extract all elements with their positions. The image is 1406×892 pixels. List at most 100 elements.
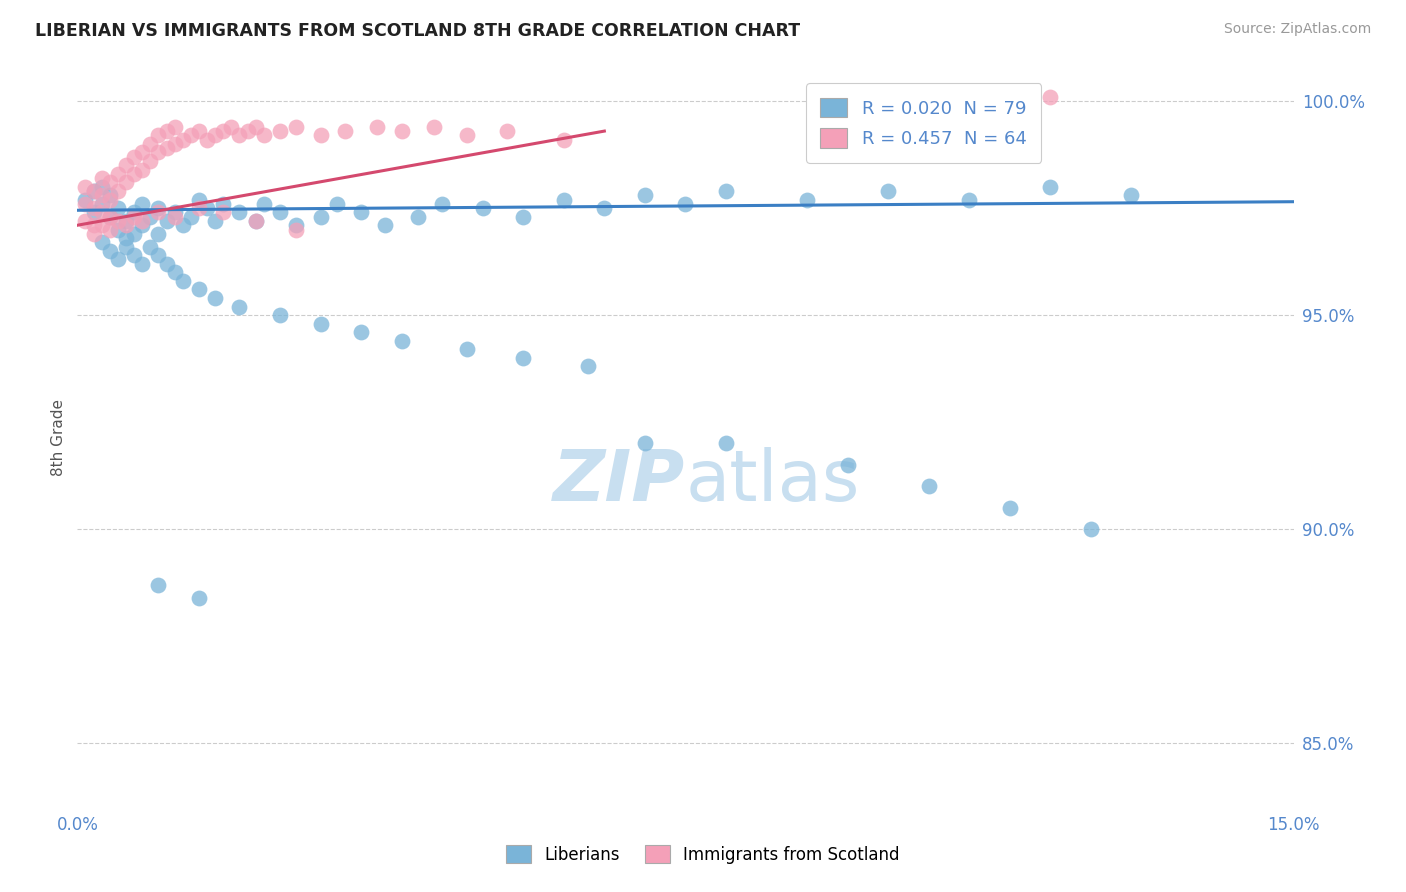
Point	[576, 359, 599, 374]
Point	[471, 201, 494, 215]
Point	[139, 240, 162, 254]
Point	[172, 219, 194, 233]
Point	[90, 171, 112, 186]
Point	[391, 124, 413, 138]
Point	[228, 300, 250, 314]
Point	[228, 205, 250, 219]
Point	[131, 197, 153, 211]
Point	[245, 214, 267, 228]
Point	[204, 214, 226, 228]
Point	[228, 128, 250, 143]
Point	[75, 197, 97, 211]
Point	[115, 231, 138, 245]
Point	[837, 458, 859, 472]
Point	[90, 188, 112, 202]
Point	[512, 351, 534, 365]
Point	[195, 133, 218, 147]
Point	[115, 240, 138, 254]
Point	[172, 133, 194, 147]
Point	[98, 176, 121, 190]
Point	[122, 248, 145, 262]
Point	[98, 210, 121, 224]
Point	[188, 193, 211, 207]
Point	[253, 128, 276, 143]
Point	[107, 222, 129, 236]
Point	[423, 120, 446, 134]
Point	[212, 124, 235, 138]
Point	[309, 210, 332, 224]
Point	[98, 193, 121, 207]
Point	[122, 205, 145, 219]
Point	[75, 214, 97, 228]
Point	[430, 197, 453, 211]
Point	[796, 193, 818, 207]
Point	[269, 205, 291, 219]
Point	[634, 188, 657, 202]
Point	[163, 265, 186, 279]
Point	[188, 201, 211, 215]
Point	[139, 210, 162, 224]
Point	[90, 219, 112, 233]
Text: LIBERIAN VS IMMIGRANTS FROM SCOTLAND 8TH GRADE CORRELATION CHART: LIBERIAN VS IMMIGRANTS FROM SCOTLAND 8TH…	[35, 22, 800, 40]
Legend: R = 0.020  N = 79, R = 0.457  N = 64: R = 0.020 N = 79, R = 0.457 N = 64	[806, 83, 1042, 163]
Point	[122, 210, 145, 224]
Point	[139, 154, 162, 169]
Point	[212, 197, 235, 211]
Point	[714, 436, 737, 450]
Point	[131, 257, 153, 271]
Point	[553, 193, 575, 207]
Point	[98, 188, 121, 202]
Point	[163, 136, 186, 151]
Point	[155, 214, 177, 228]
Point	[195, 201, 218, 215]
Point	[90, 197, 112, 211]
Point	[139, 136, 162, 151]
Point	[98, 244, 121, 258]
Point	[456, 343, 478, 357]
Point	[245, 120, 267, 134]
Point	[188, 591, 211, 605]
Point	[350, 325, 373, 339]
Point	[212, 205, 235, 219]
Point	[188, 282, 211, 296]
Point	[115, 214, 138, 228]
Point	[115, 219, 138, 233]
Point	[131, 214, 153, 228]
Point	[180, 210, 202, 224]
Point	[107, 252, 129, 267]
Point	[553, 133, 575, 147]
Point	[83, 184, 105, 198]
Point	[634, 436, 657, 450]
Point	[83, 201, 105, 215]
Point	[107, 214, 129, 228]
Point	[236, 124, 259, 138]
Point	[115, 158, 138, 172]
Point	[75, 193, 97, 207]
Point	[326, 197, 349, 211]
Point	[1080, 522, 1102, 536]
Point	[374, 219, 396, 233]
Point	[285, 120, 308, 134]
Point	[122, 227, 145, 241]
Point	[1039, 179, 1062, 194]
Point	[107, 167, 129, 181]
Point	[83, 184, 105, 198]
Point	[131, 162, 153, 177]
Y-axis label: 8th Grade: 8th Grade	[51, 399, 66, 475]
Point	[309, 128, 332, 143]
Point	[115, 176, 138, 190]
Point	[98, 210, 121, 224]
Point	[122, 150, 145, 164]
Point	[1039, 90, 1062, 104]
Point	[204, 128, 226, 143]
Point	[593, 201, 616, 215]
Point	[496, 124, 519, 138]
Point	[107, 184, 129, 198]
Point	[83, 219, 105, 233]
Point	[269, 308, 291, 322]
Point	[163, 210, 186, 224]
Point	[245, 214, 267, 228]
Point	[172, 274, 194, 288]
Point	[333, 124, 356, 138]
Point	[204, 291, 226, 305]
